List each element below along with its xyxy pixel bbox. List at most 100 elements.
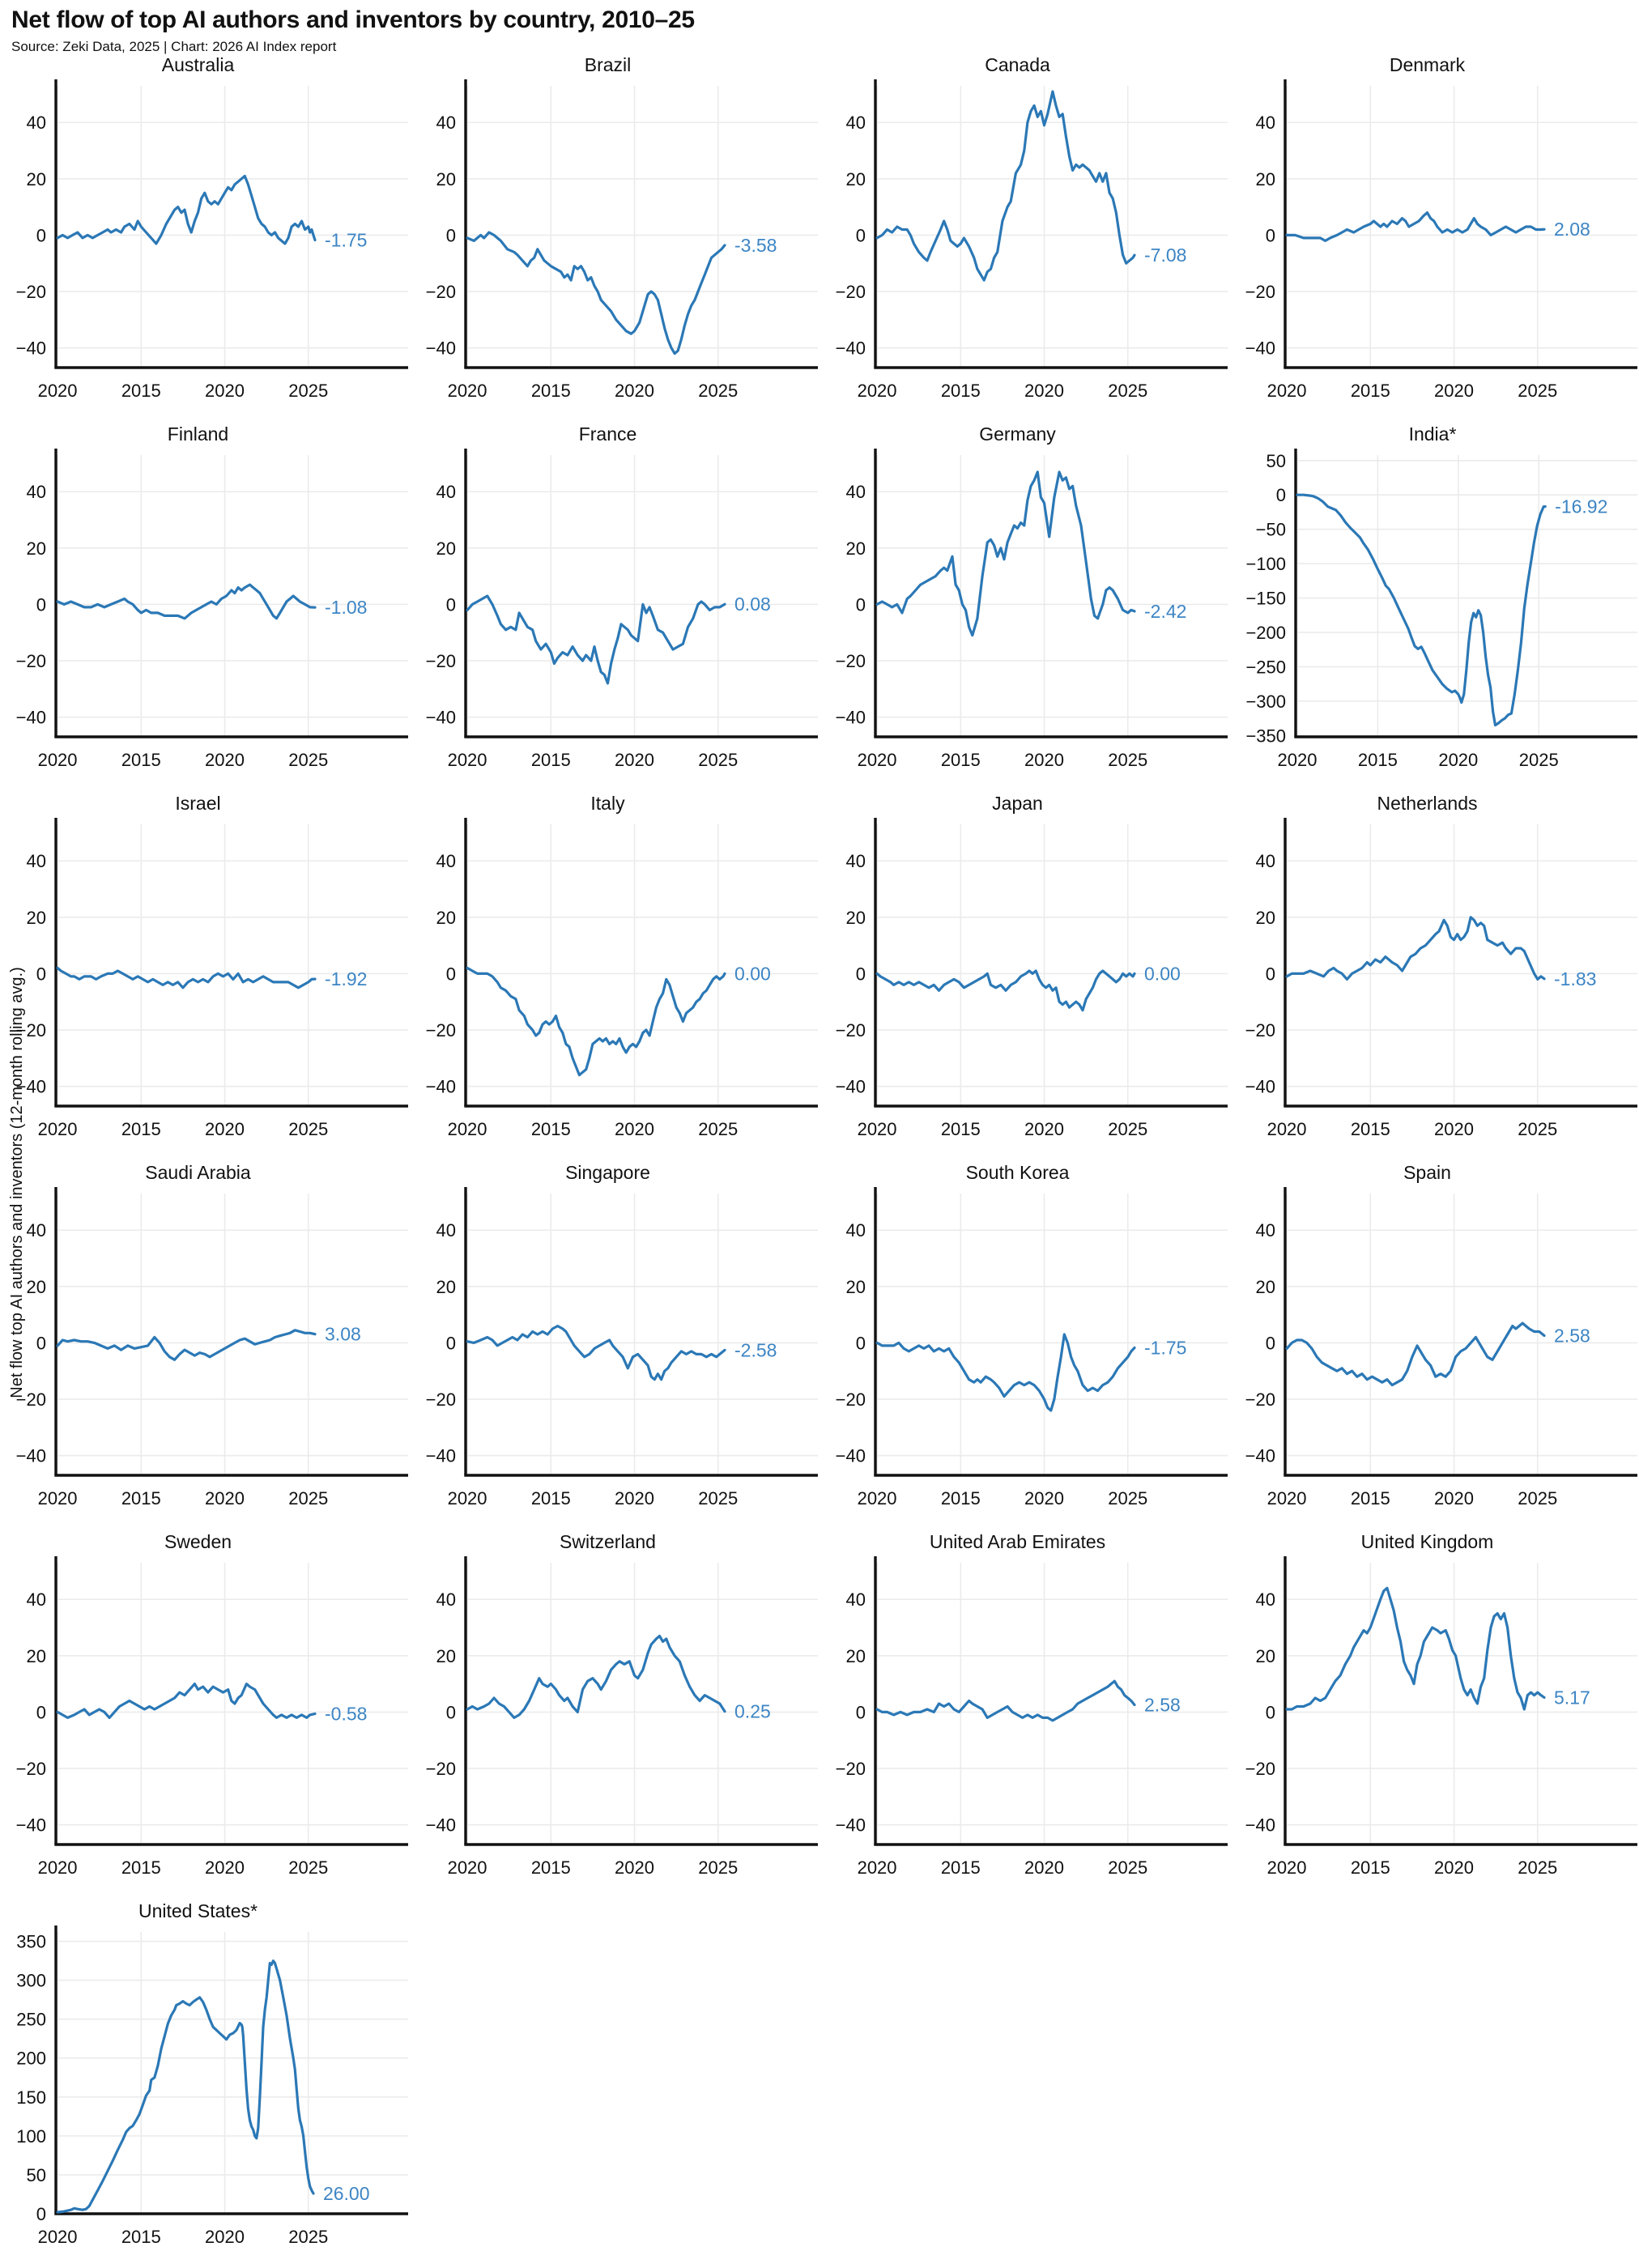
y-tick-label: 20	[27, 538, 46, 559]
x-tick-label: 2020	[858, 1857, 897, 1878]
x-tick-label: 2025	[288, 1857, 328, 1878]
chart-united-states: 350 300 250 200 150 100 50 0 2020 2015 2020 2025 Uni…	[0, 1896, 410, 2261]
y-tick-label: 40	[27, 1589, 46, 1610]
y-tick-label: 0	[1266, 1333, 1275, 1353]
x-tick-label: 2015	[121, 1119, 161, 1139]
chart-title: Australia	[162, 54, 235, 75]
chart-svg: 40 20 0 −20 −40 2020 2015 2020 2025 Australia -1.7…	[16, 54, 408, 401]
page-subtitle: Source: Zeki Data, 2025 | Chart: 2026 AI…	[11, 39, 337, 54]
y-tick-label: −200	[1245, 623, 1286, 643]
x-tick-label: 2025	[1518, 1488, 1557, 1508]
chart-svg: 40 20 0 −20 −40 2020 2015 2020 2025 Israel -1.92	[16, 793, 408, 1139]
y-tick-label: 0	[1276, 485, 1286, 505]
x-tick-label: 2020	[615, 1488, 654, 1508]
y-tick-label: −20	[16, 1759, 46, 1779]
y-tick-label: −20	[836, 1020, 866, 1040]
x-tick-label: 2020	[1024, 381, 1064, 401]
chart-title: Germany	[979, 423, 1056, 445]
y-tick-label: 20	[27, 908, 46, 928]
end-value-label: -1.83	[1554, 968, 1596, 989]
x-tick-label: 2025	[288, 2227, 328, 2247]
y-tick-label: −20	[1245, 1759, 1275, 1779]
chart-germany: 40 20 0 −20 −40 2020 2015 2020 2025 Germany -2.42	[820, 419, 1229, 784]
y-tick-label: 0	[1266, 964, 1275, 984]
y-tick-label: 40	[436, 1589, 456, 1610]
x-tick-label: 2025	[288, 750, 328, 770]
x-tick-label: 2020	[1434, 1119, 1474, 1139]
line-series	[56, 966, 317, 989]
x-tick-label: 2025	[1518, 1119, 1557, 1139]
chart-canada: 40 20 0 −20 −40 2020 2015 2020 2025 Canada -7.08	[820, 50, 1229, 415]
y-tick-label: 0	[36, 1333, 46, 1353]
y-tick-label: −40	[426, 1815, 456, 1836]
y-tick-label: 0	[446, 1702, 456, 1722]
y-tick-label: 40	[846, 851, 866, 871]
x-tick-label: 2025	[698, 1857, 738, 1878]
y-tick-label: 40	[436, 113, 456, 133]
x-tick-label: 2015	[1358, 750, 1398, 770]
chart-title: France	[579, 423, 637, 445]
x-tick-label: 2015	[531, 1488, 571, 1508]
chart-title: Singapore	[565, 1162, 650, 1183]
x-tick-label: 2015	[1351, 1857, 1390, 1878]
y-tick-label: −100	[1245, 554, 1286, 574]
end-value-label: 2.08	[1554, 219, 1590, 240]
end-value-label: 5.17	[1554, 1687, 1590, 1708]
x-tick-label: 2020	[858, 381, 897, 401]
y-tick-label: 0	[446, 1333, 456, 1353]
line-series	[875, 969, 1136, 1012]
line-series	[466, 966, 726, 1077]
y-tick-label: 0	[856, 1333, 866, 1353]
y-tick-label: 20	[436, 538, 456, 559]
end-value-label: 0.00	[1144, 963, 1181, 984]
line-series	[56, 1959, 315, 2214]
chart-svg: 40 20 0 −20 −40 2020 2015 2020 2025 United Kingdo…	[1245, 1531, 1637, 1878]
x-tick-label: 2020	[1267, 1488, 1307, 1508]
charts-grid: 40 20 0 −20 −40 2020 2015 2020 2025 Australia -1.7…	[0, 50, 1639, 2266]
y-tick-label: −20	[426, 1020, 456, 1040]
y-tick-label: 20	[1256, 908, 1275, 928]
chart-united-arab-emirates: 40 20 0 −20 −40 2020 2015 2020 2025 United Arab E…	[820, 1527, 1229, 1891]
x-tick-label: 2020	[1267, 1857, 1307, 1878]
chart-india: 50 0 −50 −100 −150 −200 −250 −300 −350 2020 2015 20…	[1229, 419, 1639, 784]
chart-svg: 40 20 0 −20 −40 2020 2015 2020 2025 Switzerland 0.…	[426, 1531, 818, 1878]
line-series	[1285, 211, 1546, 242]
line-series	[875, 90, 1136, 282]
end-value-label: 2.58	[1554, 1325, 1590, 1346]
x-tick-label: 2020	[615, 1119, 654, 1139]
chart-title: Switzerland	[560, 1531, 656, 1552]
y-tick-label: 0	[36, 1702, 46, 1722]
line-series	[466, 1325, 726, 1381]
end-value-label: 0.08	[734, 594, 771, 615]
chart-title: Sweden	[164, 1531, 232, 1552]
y-tick-label: 40	[846, 482, 866, 502]
y-tick-label: 20	[436, 908, 456, 928]
chart-svg: 40 20 0 −20 −40 2020 2015 2020 2025 Canada -7.08	[836, 54, 1228, 401]
y-tick-label: 100	[16, 2126, 46, 2147]
x-tick-label: 2020	[448, 381, 487, 401]
y-tick-label: 0	[36, 225, 46, 245]
y-tick-label: −20	[16, 651, 46, 671]
line-series	[56, 1683, 317, 1719]
x-tick-label: 2020	[205, 1488, 245, 1508]
end-value-label: -2.42	[1144, 601, 1186, 622]
chart-spain: 40 20 0 −20 −40 2020 2015 2020 2025 Spain 2.58	[1229, 1158, 1639, 1522]
x-tick-label: 2020	[615, 381, 654, 401]
y-tick-label: 0	[36, 594, 46, 615]
y-tick-label: −150	[1245, 589, 1286, 609]
end-value-label: 3.08	[325, 1324, 361, 1345]
y-tick-label: −40	[16, 1446, 46, 1466]
chart-title: Spain	[1403, 1162, 1451, 1183]
y-tick-label: −40	[1245, 1446, 1275, 1466]
y-tick-label: −20	[16, 282, 46, 302]
y-tick-label: 40	[846, 1220, 866, 1240]
y-tick-label: 40	[1256, 1220, 1275, 1240]
x-tick-label: 2020	[858, 1119, 897, 1139]
x-tick-label: 2025	[698, 381, 738, 401]
end-value-label: 0.25	[734, 1701, 771, 1722]
chart-italy: 40 20 0 −20 −40 2020 2015 2020 2025 Italy 0.00	[410, 789, 820, 1153]
chart-south-korea: 40 20 0 −20 −40 2020 2015 2020 2025 South Korea -1…	[820, 1158, 1229, 1522]
y-tick-label: −20	[836, 651, 866, 671]
chart-title: Finland	[168, 423, 228, 445]
line-series	[466, 231, 726, 355]
